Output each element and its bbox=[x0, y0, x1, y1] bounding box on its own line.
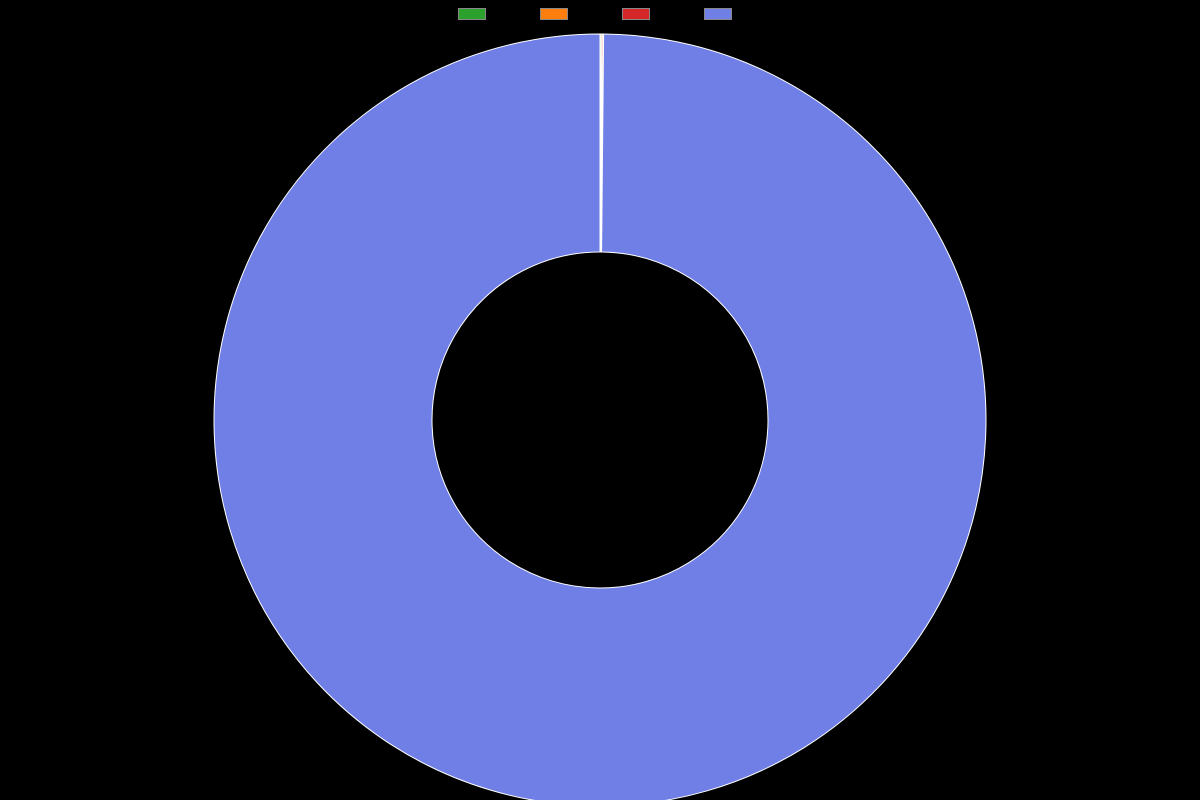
chart-container bbox=[0, 0, 1200, 800]
legend-item bbox=[622, 8, 660, 20]
legend-swatch-icon bbox=[704, 8, 732, 20]
legend bbox=[0, 8, 1200, 20]
legend-item bbox=[540, 8, 578, 20]
legend-swatch-icon bbox=[622, 8, 650, 20]
donut-slice bbox=[214, 34, 986, 800]
legend-swatch-icon bbox=[540, 8, 568, 20]
donut-chart bbox=[212, 32, 988, 800]
legend-swatch-icon bbox=[458, 8, 486, 20]
legend-item bbox=[458, 8, 496, 20]
legend-item bbox=[704, 8, 742, 20]
